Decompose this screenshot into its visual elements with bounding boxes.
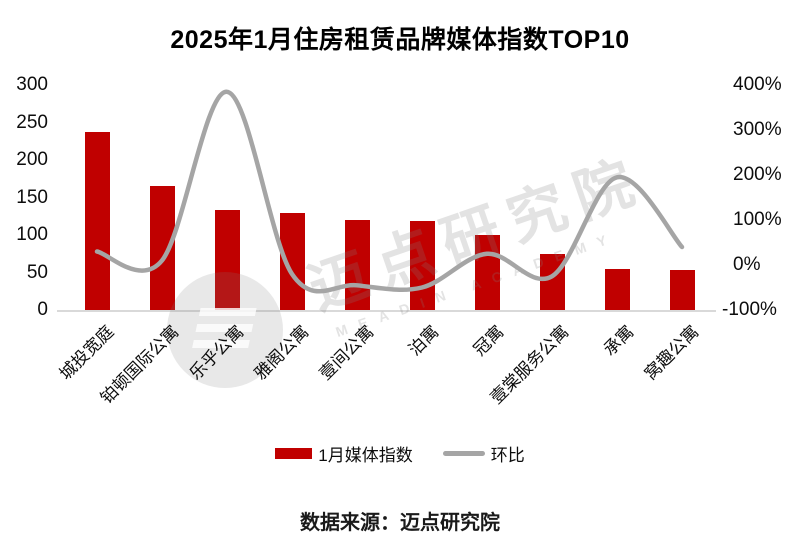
right-axis-tick: 300% — [733, 119, 782, 140]
left-axis-tick: 150 — [16, 186, 48, 208]
x-axis-label-承寓: 承寓 — [599, 322, 638, 360]
data-source-caption: 数据来源：迈点研究院 — [300, 512, 500, 534]
bar-窝趣公寓 — [669, 270, 695, 310]
x-axis-label-冠寓: 冠寓 — [469, 322, 508, 360]
left-axis-tick: 300 — [16, 74, 48, 95]
bar-铂顿国际公寓 — [149, 186, 175, 310]
bar-雅阁公寓 — [279, 213, 305, 310]
right-axis-tick: 400% — [733, 74, 782, 95]
legend-bar-label: 1月媒体指数 — [318, 445, 413, 465]
legend: 1月媒体指数 环比 — [0, 442, 800, 465]
left-axis-tick: 200 — [16, 149, 48, 170]
x-axis-label-乐乎公寓: 乐乎公寓 — [185, 322, 248, 384]
left-axis-tick: 100 — [16, 224, 48, 245]
trend-line — [94, 89, 685, 294]
bar-泊寓 — [409, 220, 435, 310]
x-axis-label-泊寓: 泊寓 — [404, 322, 443, 360]
bar-乐乎公寓 — [214, 210, 240, 310]
x-axis-label-城投宽庭: 城投宽庭 — [55, 322, 118, 384]
left-axis-tick: 50 — [26, 261, 48, 283]
right-axis-tick: 100% — [733, 209, 782, 230]
x-axis-label-雅阁公寓: 雅阁公寓 — [250, 322, 313, 384]
x-axis-label-窝趣公寓: 窝趣公寓 — [640, 322, 703, 384]
right-axis-tick: -100% — [722, 299, 777, 320]
right-axis-tick: 0% — [733, 254, 761, 275]
left-axis-tick: 0 — [37, 299, 48, 320]
legend-line-label: 环比 — [490, 445, 525, 465]
legend-bar-swatch-icon — [275, 447, 313, 459]
x-axis-label-壹间公寓: 壹间公寓 — [315, 322, 378, 384]
bar-承寓 — [604, 268, 630, 310]
legend-line-swatch-icon — [442, 450, 485, 456]
left-axis-tick: 250 — [16, 111, 48, 133]
bar-冠寓 — [474, 235, 500, 310]
x-axis-line — [57, 310, 716, 312]
bar-壹棠服务公寓 — [539, 253, 565, 310]
bar-城投宽庭 — [84, 132, 110, 310]
chart-title: 2025年1月住房租赁品牌媒体指数TOP10 — [170, 26, 630, 54]
bar-壹间公寓 — [344, 220, 370, 310]
right-axis-tick: 200% — [733, 164, 782, 185]
